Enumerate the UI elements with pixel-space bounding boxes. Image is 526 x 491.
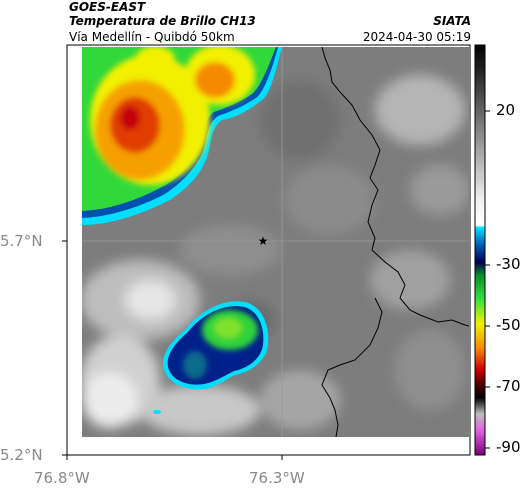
colorbar-tick-minus50: -50 [496,316,521,334]
cloud-system-north [82,47,282,225]
imagery-layer [82,47,469,437]
lat-label-5.2: 5.2°N [0,446,43,464]
lon-label-76.8: 76.8°W [34,469,90,487]
cloud-system-south [153,301,269,414]
star-icon: ★ [258,234,269,248]
colorbar-tick-minus30: -30 [496,255,521,273]
colorbar-tick-20: 20 [496,101,516,119]
colorbar-tick-minus90: -90 [496,438,521,456]
region-subtitle: Vía Medellín - Quibdó 50km [69,30,235,44]
lat-label-5.7: 5.7°N [0,232,43,250]
agency-label: SIATA [433,14,471,28]
lon-label-76.3: 76.3°W [249,469,305,487]
product-title: Temperatura de Brillo CH13 [69,14,256,28]
border-line-south [321,297,383,437]
colorbar [474,44,486,456]
timestamp: 2024-04-30 05:19 [362,30,471,44]
colorbar-tick-minus70: -70 [496,377,521,395]
border-line-east [321,47,469,327]
satellite-title: GOES-EAST [69,0,146,14]
